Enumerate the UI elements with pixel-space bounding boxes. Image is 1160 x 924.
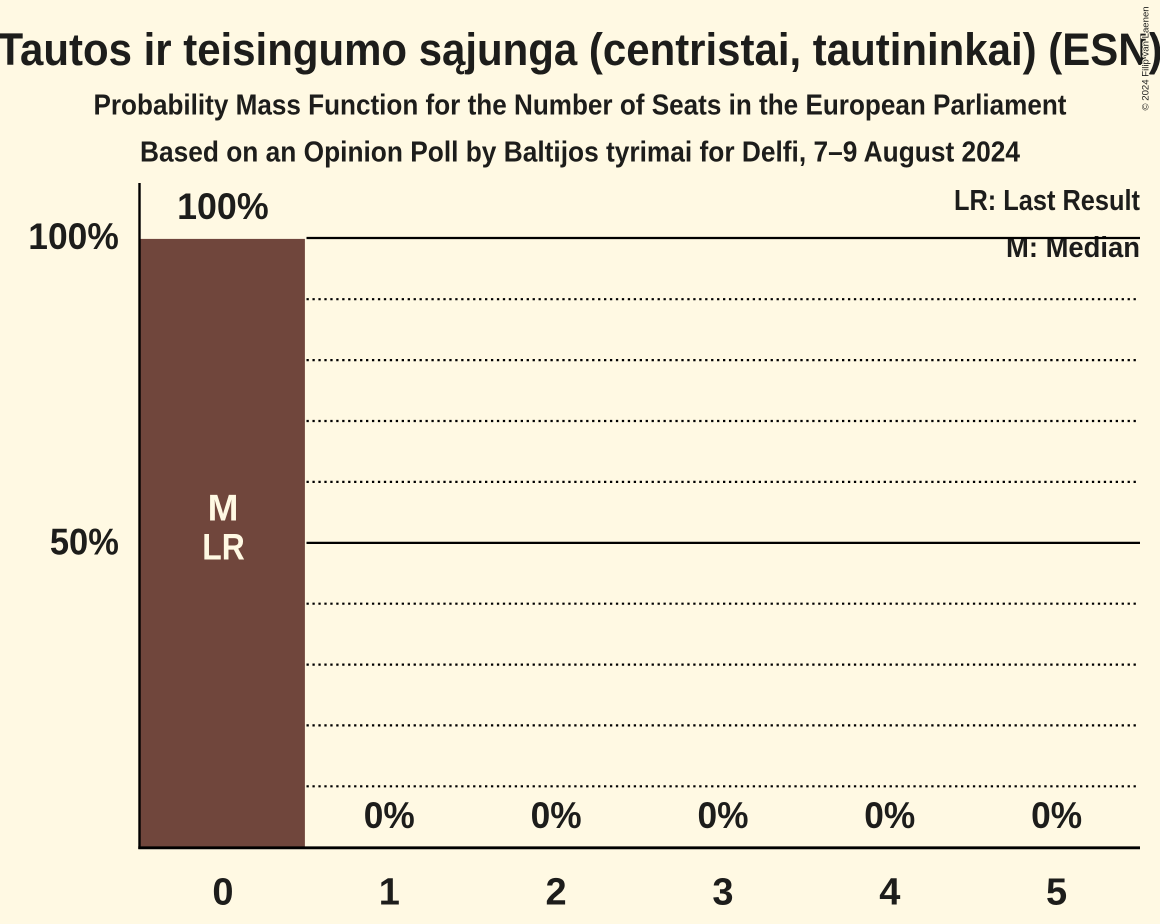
svg-text:0: 0 <box>212 872 233 914</box>
svg-text:M: M <box>208 488 239 529</box>
svg-text:5: 5 <box>1046 872 1067 914</box>
svg-text:© 2024 Filip van Laenen: © 2024 Filip van Laenen <box>1141 6 1152 110</box>
svg-text:0%: 0% <box>698 795 749 836</box>
svg-text:100%: 100% <box>177 186 269 227</box>
svg-text:2: 2 <box>546 872 567 914</box>
svg-text:0%: 0% <box>1031 795 1082 836</box>
svg-text:100%: 100% <box>28 216 119 257</box>
svg-text:0%: 0% <box>531 795 582 836</box>
svg-text:50%: 50% <box>50 522 119 563</box>
svg-text:M: Median: M: Median <box>1006 232 1140 264</box>
svg-text:4: 4 <box>879 872 900 914</box>
svg-text:Tautos ir teisingumo sąjunga (: Tautos ir teisingumo sąjunga (centristai… <box>0 24 1160 75</box>
svg-text:0%: 0% <box>364 795 415 836</box>
svg-text:LR: Last Result: LR: Last Result <box>954 185 1140 217</box>
svg-text:0%: 0% <box>864 795 915 836</box>
svg-text:Probability Mass Function for: Probability Mass Function for the Number… <box>94 89 1067 121</box>
svg-text:3: 3 <box>712 872 733 914</box>
svg-text:1: 1 <box>379 872 400 914</box>
svg-text:Based on an Opinion Poll by Ba: Based on an Opinion Poll by Baltijos tyr… <box>140 137 1020 169</box>
svg-text:LR: LR <box>202 527 245 568</box>
